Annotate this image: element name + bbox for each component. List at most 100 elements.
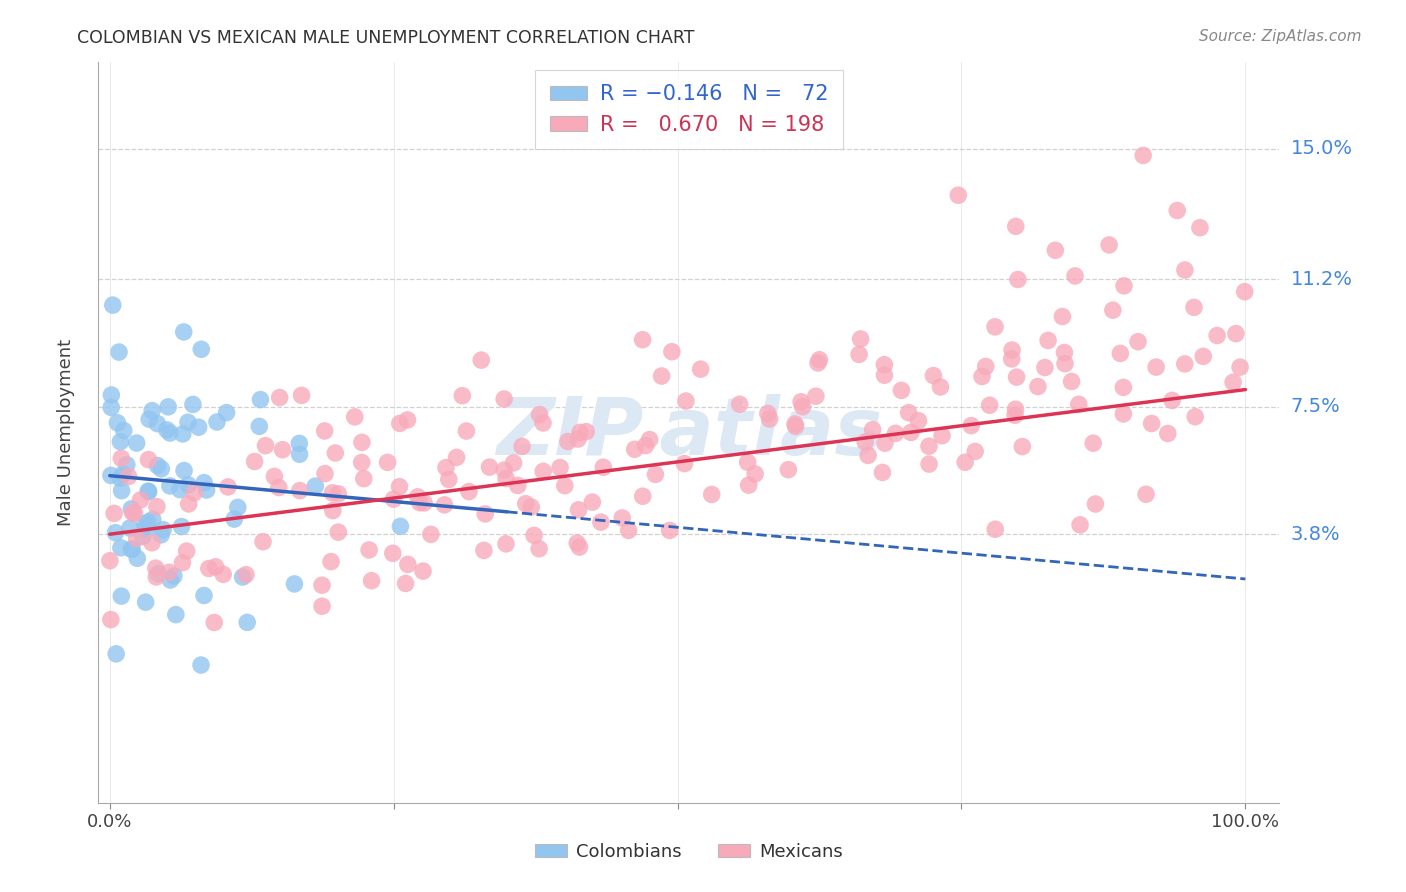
Point: [202, 615, 225, 630]
Point: [965, 444, 987, 458]
Point: [1053, 345, 1076, 359]
Point: [172, 556, 194, 570]
Point: [328, 525, 350, 540]
Point: [419, 527, 441, 541]
Point: [1157, 426, 1180, 441]
Point: [159, 479, 181, 493]
Point: [873, 436, 896, 450]
Point: [269, 391, 291, 405]
Point: [159, 573, 181, 587]
Point: [177, 415, 200, 429]
Point: [529, 408, 551, 422]
Point: [359, 543, 381, 558]
Point: [350, 435, 373, 450]
Point: [1126, 334, 1149, 349]
Point: [900, 425, 922, 440]
Point: [157, 400, 180, 414]
Point: [360, 574, 382, 588]
Point: [849, 332, 872, 346]
Point: [929, 380, 952, 394]
Point: [567, 503, 589, 517]
Point: [1174, 357, 1197, 371]
Point: [728, 397, 751, 411]
Point: [1225, 326, 1247, 341]
Point: [152, 523, 174, 537]
Point: [382, 492, 405, 507]
Point: [165, 607, 187, 622]
Point: [979, 398, 1001, 412]
Point: [531, 464, 554, 478]
Point: [394, 576, 416, 591]
Point: [1045, 244, 1067, 258]
Point: [108, 345, 131, 359]
Point: [413, 496, 436, 510]
Point: [389, 519, 412, 533]
Point: [224, 512, 246, 526]
Point: [118, 521, 141, 535]
Point: [135, 595, 157, 609]
Point: [247, 419, 270, 434]
Point: [506, 478, 529, 492]
Point: [110, 434, 132, 449]
Point: [1229, 360, 1251, 375]
Point: [146, 566, 169, 581]
Point: [212, 567, 235, 582]
Point: [243, 454, 266, 468]
Point: [388, 480, 411, 494]
Point: [1007, 272, 1029, 286]
Point: [226, 500, 249, 515]
Point: [1112, 407, 1135, 421]
Point: [1033, 360, 1056, 375]
Point: [568, 540, 591, 554]
Text: 15.0%: 15.0%: [1291, 139, 1353, 158]
Point: [1102, 303, 1125, 318]
Point: [644, 467, 666, 482]
Point: [758, 412, 780, 426]
Point: [884, 426, 907, 441]
Point: [1206, 328, 1229, 343]
Point: [409, 496, 432, 510]
Text: 3.8%: 3.8%: [1291, 524, 1340, 544]
Point: [634, 439, 657, 453]
Point: [1112, 278, 1135, 293]
Point: [808, 352, 831, 367]
Point: [117, 469, 139, 483]
Point: [183, 485, 205, 500]
Point: [531, 416, 554, 430]
Point: [456, 424, 478, 438]
Point: [557, 434, 579, 449]
Point: [267, 481, 290, 495]
Point: [1166, 203, 1188, 218]
Point: [172, 427, 194, 442]
Point: [1174, 263, 1197, 277]
Point: [631, 333, 654, 347]
Point: [446, 450, 468, 465]
Point: [288, 447, 311, 461]
Point: [146, 500, 169, 514]
Point: [790, 394, 813, 409]
Point: [134, 516, 156, 531]
Point: [325, 446, 347, 460]
Point: [173, 325, 195, 339]
Point: [1083, 436, 1105, 450]
Point: [433, 498, 456, 512]
Point: [974, 359, 997, 374]
Point: [176, 544, 198, 558]
Point: [510, 439, 533, 453]
Point: [675, 394, 697, 409]
Point: [592, 460, 614, 475]
Point: [146, 458, 169, 473]
Point: [110, 541, 132, 555]
Point: [101, 298, 124, 312]
Point: [873, 358, 896, 372]
Point: [150, 462, 173, 476]
Point: [567, 432, 589, 446]
Point: [232, 570, 254, 584]
Point: [142, 512, 165, 526]
Point: [918, 457, 941, 471]
Point: [235, 567, 257, 582]
Point: [658, 524, 681, 538]
Point: [98, 554, 121, 568]
Point: [396, 413, 419, 427]
Point: [1161, 393, 1184, 408]
